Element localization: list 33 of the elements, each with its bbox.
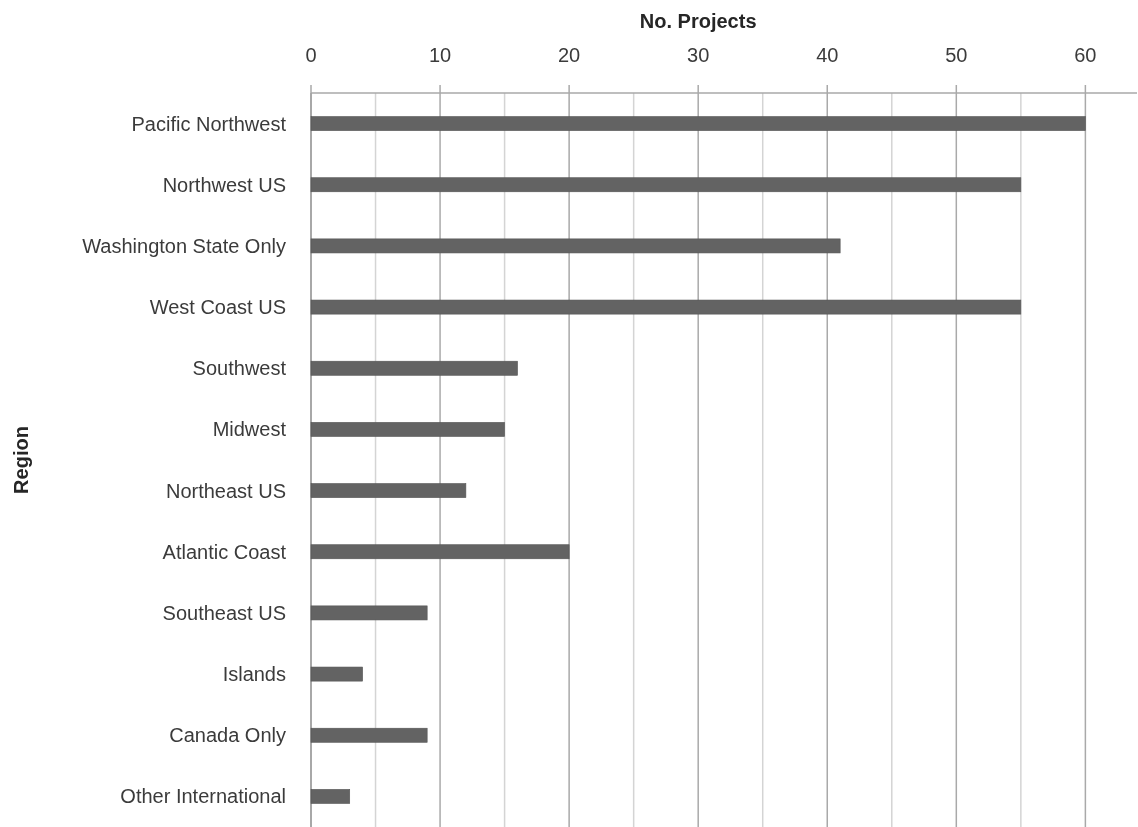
x-tick-label: 20	[558, 44, 581, 66]
bar	[310, 360, 518, 376]
x-tick-label: 40	[816, 44, 839, 66]
y-tick-label: Southeast US	[162, 601, 286, 624]
y-tick-label: Washington State Only	[82, 234, 286, 257]
x-tick-label: 0	[305, 44, 317, 66]
bar	[310, 789, 351, 804]
bar	[310, 299, 1022, 315]
x-tick-label: 10	[428, 44, 452, 66]
bar	[310, 666, 363, 682]
y-tick-label: Northeast US	[165, 479, 286, 502]
y-tick-label: West Coast US	[149, 296, 286, 319]
bar	[310, 727, 428, 743]
y-tick-label: Northwest US	[162, 173, 286, 196]
bar	[310, 605, 428, 621]
y-axis-title: Region	[10, 426, 32, 494]
x-tick-label: 50	[945, 44, 968, 66]
y-tick-label: Other International	[120, 785, 286, 808]
bar	[310, 238, 841, 254]
bar	[310, 483, 467, 498]
x-axis-title: No. Projects	[639, 10, 757, 32]
y-tick-label: Pacific Northwest	[131, 112, 287, 135]
x-tick-label: 30	[687, 44, 710, 66]
x-tick-label: 60	[1074, 44, 1097, 66]
y-tick-label: Midwest	[212, 418, 287, 441]
y-tick-label: Islands	[222, 663, 286, 686]
y-tick-label: Atlantic Coast	[162, 540, 287, 563]
bar	[310, 116, 1086, 131]
bar	[310, 177, 1022, 193]
bar	[310, 544, 570, 560]
bar	[310, 422, 505, 437]
y-tick-label: Southwest	[192, 357, 287, 380]
y-tick-label: Canada Only	[169, 724, 286, 747]
